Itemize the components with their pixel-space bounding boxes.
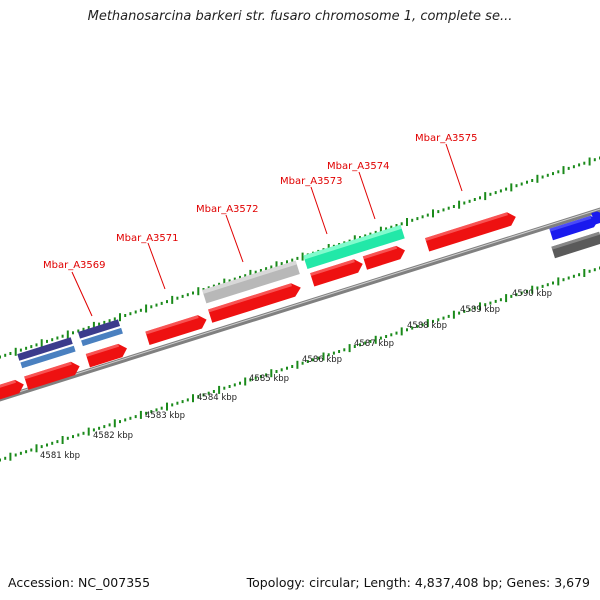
chromosome-backbone [0, 207, 600, 402]
gene-feature[interactable] [24, 360, 82, 390]
gene-feature[interactable] [202, 260, 300, 304]
gene-feature[interactable] [85, 342, 129, 368]
gene-feature[interactable] [425, 210, 518, 252]
label-leader-line [147, 242, 166, 290]
scale-label: 4589 kbp [460, 305, 500, 315]
scale-label: 4585 kbp [249, 374, 289, 384]
gene-feature[interactable] [208, 281, 303, 323]
gene-feature[interactable] [20, 345, 76, 369]
gene-feature[interactable] [17, 337, 73, 361]
summary-text: Topology: circular; Length: 4,837,408 bp… [246, 575, 590, 590]
gene-label[interactable]: Mbar_A3573 [280, 176, 343, 187]
gene-label[interactable]: Mbar_A3571 [116, 233, 179, 244]
label-leader-line [445, 143, 463, 192]
gene-feature[interactable] [310, 257, 365, 287]
gene-label[interactable]: Mbar_A3572 [196, 204, 259, 215]
label-leader-line [310, 186, 328, 235]
scale-label: 4583 kbp [145, 411, 185, 421]
gene-feature[interactable] [303, 224, 405, 270]
gene-label[interactable]: Mbar_A3569 [43, 260, 106, 271]
gene-feature[interactable] [81, 327, 123, 347]
gene-feature[interactable] [362, 244, 407, 270]
gene-feature[interactable] [145, 313, 208, 345]
scale-label: 4588 kbp [407, 321, 447, 331]
gene-feature[interactable] [551, 231, 600, 259]
scale-label: 4582 kbp [93, 431, 133, 441]
scale-label: 4584 kbp [197, 393, 237, 403]
gene-feature[interactable] [77, 319, 121, 339]
lower-tick-track [0, 266, 600, 462]
page-title: Methanosarcina barkeri str. fusaro chrom… [87, 9, 513, 24]
gene-feature[interactable] [549, 214, 600, 241]
gene-feature[interactable] [591, 209, 600, 225]
label-leader-line [358, 171, 376, 220]
label-leader-line [71, 271, 93, 317]
scale-label: 4586 kbp [302, 355, 342, 365]
gene-label[interactable]: Mbar_A3575 [415, 133, 478, 144]
scale-label: 4587 kbp [354, 339, 394, 349]
gene-feature[interactable] [0, 378, 26, 411]
chromosome-backbone-highlight [0, 208, 600, 399]
accession-text: Accession: NC_007355 [8, 575, 151, 590]
scale-label: 4581 kbp [40, 451, 80, 461]
gene-label[interactable]: Mbar_A3574 [327, 161, 390, 172]
label-leader-line [225, 214, 244, 263]
scale-label: 4590 kbp [512, 289, 552, 299]
